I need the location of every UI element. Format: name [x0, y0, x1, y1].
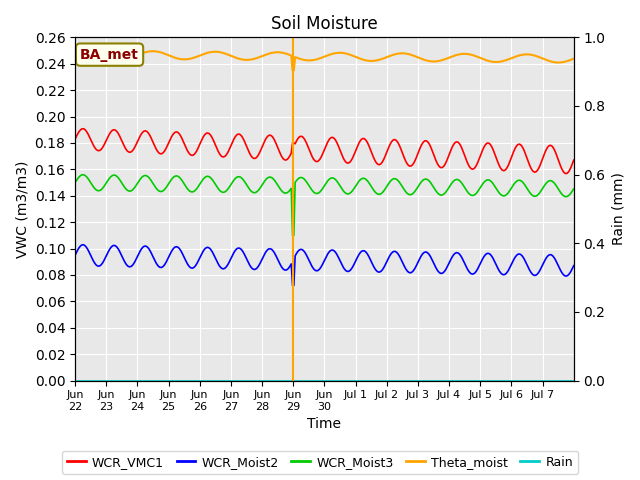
X-axis label: Time: Time: [307, 418, 341, 432]
Legend: WCR_VMC1, WCR_Moist2, WCR_Moist3, Theta_moist, Rain: WCR_VMC1, WCR_Moist2, WCR_Moist3, Theta_…: [62, 451, 578, 474]
Title: Soil Moisture: Soil Moisture: [271, 15, 378, 33]
Y-axis label: VWC (m3/m3): VWC (m3/m3): [15, 160, 29, 258]
Text: BA_met: BA_met: [80, 48, 139, 61]
Y-axis label: Rain (mm): Rain (mm): [611, 172, 625, 245]
